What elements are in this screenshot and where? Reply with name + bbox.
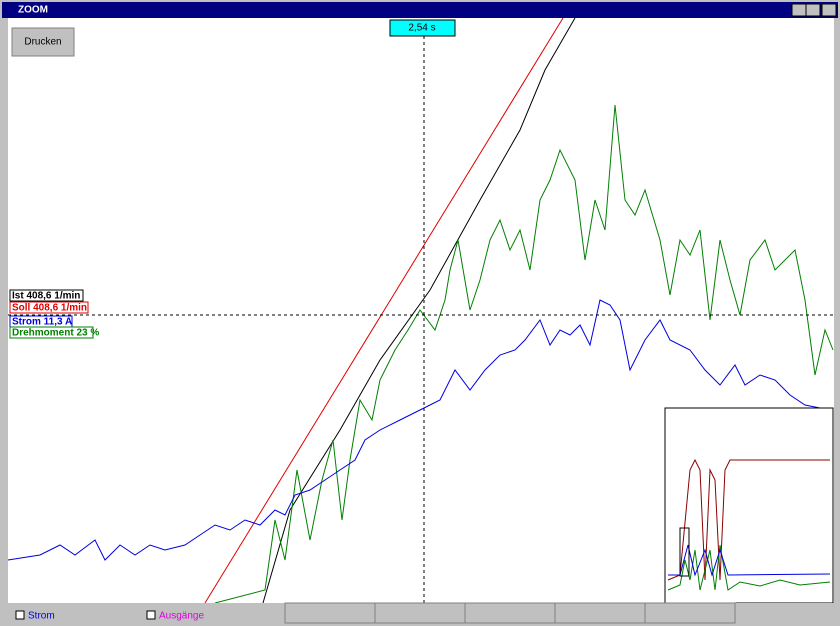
- checkbox[interactable]: [15, 610, 25, 620]
- inset-trace-ist: [667, 458, 830, 581]
- minimize[interactable]: [791, 3, 807, 17]
- button[interactable]: [284, 602, 376, 624]
- overview-inset: [664, 407, 834, 604]
- close[interactable]: [821, 3, 837, 17]
- checkbox[interactable]: [146, 610, 156, 620]
- button[interactable]: [374, 602, 466, 624]
- legend-box: [9, 301, 89, 314]
- maximize[interactable]: [805, 3, 821, 17]
- trace-strom: [7, 299, 821, 561]
- legend-box: [9, 326, 94, 339]
- inset-frame: [664, 407, 834, 604]
- checkbox-label[interactable]: Ausgänge: [159, 611, 204, 622]
- window-controls[interactable]: [791, 3, 837, 17]
- title-bar: [2, 2, 838, 18]
- bottom-buttons[interactable]: [284, 602, 736, 624]
- inset-trace-drehmoment: [667, 544, 831, 591]
- window-title: ZOOM: [18, 5, 48, 16]
- checkbox-label[interactable]: Strom: [28, 611, 55, 622]
- button-face[interactable]: [11, 27, 75, 57]
- inset-zoom-window: [679, 527, 690, 577]
- legend-box: [9, 289, 84, 302]
- button[interactable]: [464, 602, 556, 624]
- inset-trace-strom: [668, 544, 831, 577]
- legend-item: Strom 11,3 A: [12, 317, 72, 328]
- trace-soll: [204, 17, 564, 604]
- legend-item: Ist 408,6 1/min: [12, 291, 80, 302]
- legend: Ist 408,6 1/min Soll 408,6 1/min Strom 1…: [9, 289, 99, 339]
- cursor-time: 2,54 s: [408, 23, 435, 34]
- legend-item: Drehmoment 23 %: [12, 328, 99, 339]
- button[interactable]: [554, 602, 646, 624]
- button-label[interactable]: Drucken: [24, 37, 61, 48]
- trace-ist: [262, 17, 576, 604]
- legend-item: Soll 408,6 1/min: [12, 303, 87, 314]
- trace-drehmoment: [214, 104, 834, 604]
- cursor-label-box: [389, 19, 456, 37]
- print-button[interactable]: Drucken: [11, 27, 75, 57]
- button[interactable]: [644, 602, 736, 624]
